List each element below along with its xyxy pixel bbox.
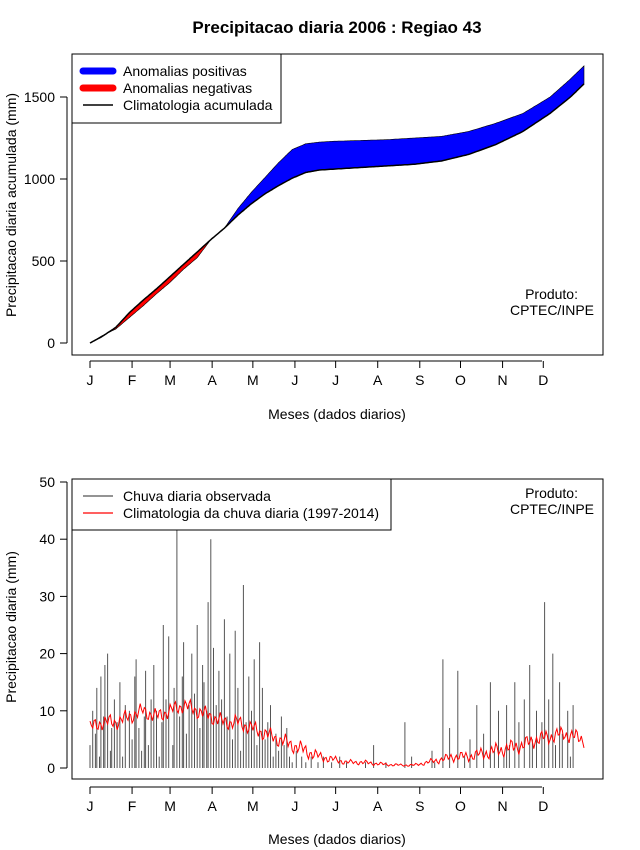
top-x-tick-label-3: A — [207, 372, 217, 388]
bottom-x-tick-label-1: F — [128, 798, 137, 814]
bottom-x-tick-label-9: O — [455, 798, 466, 814]
top-x-tick-label-9: O — [455, 372, 466, 388]
top-x-axis-label: Meses (dados diarios) — [268, 406, 406, 422]
bottom-y-tick-label-0: 0 — [47, 760, 55, 776]
bottom-x-tick-label-5: J — [291, 798, 298, 814]
top-x-tick-label-4: M — [247, 372, 259, 388]
bottom-y-tick-label-5: 50 — [39, 474, 55, 490]
bottom-product-value: CPTEC/INPE — [510, 501, 594, 517]
top-x-tick-label-2: M — [164, 372, 176, 388]
bottom-legend: Chuva diaria observada Climatologia da c… — [71, 478, 392, 531]
top-product-value: CPTEC/INPE — [510, 302, 594, 318]
bottom-y-tick-label-3: 30 — [39, 588, 55, 604]
top-y-tick-label-1: 500 — [32, 253, 56, 269]
legend-climatology-label: Climatologia acumulada — [123, 97, 273, 113]
bottom-x-tick-label-7: A — [373, 798, 383, 814]
bottom-y-tick-label-4: 40 — [39, 531, 55, 547]
bottom-product-label: Produto: — [525, 485, 578, 501]
top-x-tick-label-11: D — [538, 372, 548, 388]
top-x-tick-label-10: N — [498, 372, 508, 388]
legend-positive-label: Anomalias positivas — [123, 63, 247, 79]
daily-climatology-line — [89, 698, 585, 767]
legend-observed-label: Chuva diaria observada — [123, 488, 271, 504]
bottom-y-tick-label-2: 20 — [39, 646, 55, 662]
bottom-x-tick-label-2: M — [164, 798, 176, 814]
bottom-plot: 0 10 20 30 40 50 J F M A M J J A S O N D Meses (dados di… — [3, 474, 604, 847]
bottom-y-axis-label: Precipitacao diaria (mm) — [3, 551, 19, 703]
bottom-x-tick-label-11: D — [538, 798, 548, 814]
top-y-tick-label-0: 0 — [47, 335, 55, 351]
top-plot: 0 500 1000 1500 J F M A M J J A S O N D Meses (dados d… — [3, 53, 604, 422]
bottom-x-tick-label-8: S — [415, 798, 424, 814]
bottom-y-tick-label-1: 10 — [39, 703, 55, 719]
bottom-x-tick-label-4: M — [247, 798, 259, 814]
legend-daily-climatology-label: Climatologia da chuva diaria (1997-2014) — [123, 505, 379, 521]
top-plot-frame — [71, 53, 604, 356]
bottom-x-axis-label: Meses (dados diarios) — [268, 831, 406, 847]
top-x-tick-label-6: J — [332, 372, 339, 388]
top-x-tick-label-0: J — [87, 372, 94, 388]
top-x-tick-label-8: S — [415, 372, 424, 388]
top-product-label: Produto: — [525, 286, 578, 302]
bottom-x-tick-label-6: J — [332, 798, 339, 814]
top-y-tick-label-2: 1000 — [24, 171, 55, 187]
climatology-cumulative-line — [89, 83, 585, 344]
bottom-x-tick-label-10: N — [498, 798, 508, 814]
top-x-tick-label-7: A — [373, 372, 383, 388]
bottom-x-tick-label-0: J — [87, 798, 94, 814]
top-legend: Anomalias positivas Anomalias negativas … — [71, 53, 282, 124]
top-x-tick-label-1: F — [128, 372, 137, 388]
bottom-x-tick-label-3: A — [207, 798, 217, 814]
top-x-tick-label-5: J — [291, 372, 298, 388]
chart-title: Precipitacao diaria 2006 : Regiao 43 — [192, 18, 481, 37]
top-y-tick-label-3: 1500 — [24, 89, 55, 105]
top-y-axis-label: Precipitacao diaria acumulada (mm) — [3, 93, 19, 317]
legend-negative-label: Anomalias negativas — [123, 80, 252, 96]
bottom-legend-box — [71, 478, 392, 531]
